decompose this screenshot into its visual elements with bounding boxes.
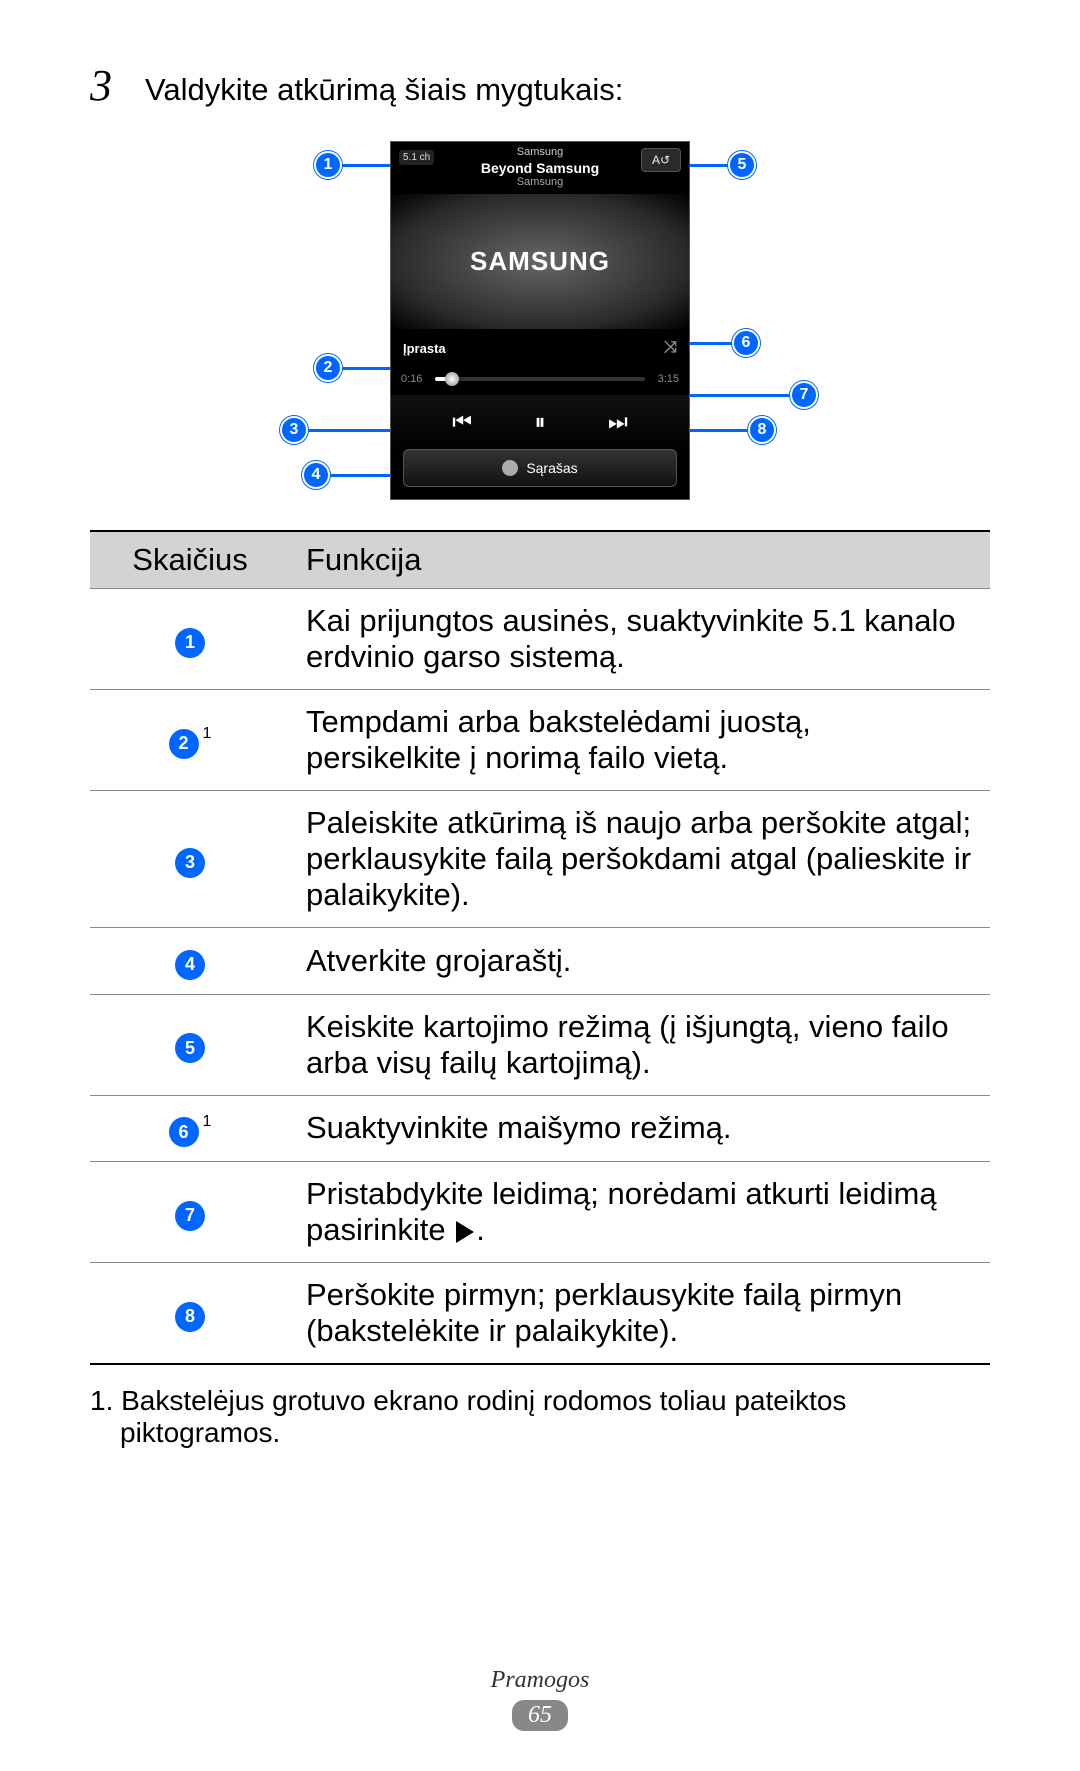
player-header: 5.1 ch Samsung A↺ <box>391 142 689 160</box>
table-row: 8 Peršokite pirmyn; perklausykite failą p… <box>90 1263 990 1365</box>
next-icon[interactable]: ⏭ <box>608 409 628 435</box>
playlist-button[interactable]: Sąrašas <box>403 449 677 487</box>
callout-4: 4 <box>302 461 390 489</box>
footer-page: 65 <box>512 1700 568 1731</box>
surround-badge[interactable]: 5.1 ch <box>399 150 434 165</box>
number-circle: 1 <box>175 628 205 658</box>
callout-circle: 5 <box>728 151 756 179</box>
eq-label[interactable]: Įprasta <box>403 341 446 356</box>
playlist-label: Sąrašas <box>526 460 577 476</box>
row-number-cell: 8 <box>90 1263 290 1365</box>
shuffle-icon[interactable]: ⤨ <box>664 339 677 357</box>
footer-section: Pramogos <box>0 1667 1080 1694</box>
time-elapsed: 0:16 <box>401 373 431 385</box>
artist-top: Samsung <box>517 146 563 158</box>
row-desc-cell: Kai prijungtos ausinės, suaktyvinkite 5.… <box>290 589 990 690</box>
row-number-cell: 7 <box>90 1162 290 1263</box>
playback-controls: ⏮ ⏸ ⏭ <box>391 395 689 449</box>
table-row: 4 Atverkite grojaraštį. <box>90 928 990 995</box>
row-number-cell: 61 <box>90 1095 290 1162</box>
callout-circle: 4 <box>302 461 330 489</box>
row-number-cell: 21 <box>90 690 290 791</box>
step-text: Valdykite atkūrimą šiais mygtukais: <box>145 72 623 108</box>
callout-circle: 2 <box>314 354 342 382</box>
callout-circle: 8 <box>748 416 776 444</box>
callout-7: 7 <box>690 381 818 409</box>
callout-5: 5 <box>690 151 756 179</box>
row-desc-cell: Peršokite pirmyn; perklausykite failą pi… <box>290 1263 990 1365</box>
repeat-button[interactable]: A↺ <box>641 148 681 172</box>
callout-circle: 3 <box>280 416 308 444</box>
table-row: 3 Paleiskite atkūrimą iš naujo arba peršo… <box>90 791 990 928</box>
eq-row: Įprasta ⤨ <box>391 329 689 367</box>
callout-circle: 1 <box>314 151 342 179</box>
number-circle: 7 <box>175 1201 205 1231</box>
callout-circle: 6 <box>732 329 760 357</box>
number-circle: 6 <box>169 1117 199 1147</box>
row-number-cell: 1 <box>90 589 290 690</box>
page-footer: Pramogos 65 <box>0 1667 1080 1731</box>
prev-icon[interactable]: ⏮ <box>452 409 472 435</box>
pause-icon[interactable]: ⏸ <box>534 409 545 435</box>
album-art: SAMSUNG <box>391 194 689 329</box>
footnote-ref: 1 <box>203 725 212 742</box>
table-row: 21Tempdami arba bakstelėdami juostą, per… <box>90 690 990 791</box>
footnote-ref: 1 <box>203 1113 212 1130</box>
row-desc-cell: Tempdami arba bakstelėdami juostą, persi… <box>290 690 990 791</box>
number-circle: 3 <box>175 848 205 878</box>
samsung-logo: SAMSUNG <box>470 246 610 277</box>
time-total: 3:15 <box>649 373 679 385</box>
play-icon <box>456 1221 474 1243</box>
number-circle: 8 <box>175 1302 205 1332</box>
number-circle: 5 <box>175 1033 205 1063</box>
callout-6: 6 <box>690 329 760 357</box>
row-desc-cell: Pristabdykite leidimą; norėdami atkurti … <box>290 1162 990 1263</box>
row-desc-cell: Atverkite grojaraštį. <box>290 928 990 995</box>
row-desc-cell: Keiskite kartojimo režimą (į išjungtą, v… <box>290 994 990 1095</box>
row-number-cell: 4 <box>90 928 290 995</box>
step-number: 3 <box>90 60 145 111</box>
table-row: 61Suaktyvinkite maišymo režimą. <box>90 1095 990 1162</box>
callout-8: 8 <box>690 416 776 444</box>
list-icon <box>502 460 518 476</box>
player-diagram: 1 2 3 4 5 6 78 5.1 ch Samsung A↺ Beyond Samsun… <box>90 141 990 500</box>
row-number-cell: 5 <box>90 994 290 1095</box>
table-header-func: Funkcija <box>290 531 990 589</box>
callout-3: 3 <box>280 416 390 444</box>
footnote: 1. Bakstelėjus grotuvo ekrano rodinį rod… <box>90 1385 990 1449</box>
number-circle: 4 <box>175 950 205 980</box>
number-circle: 2 <box>169 729 199 759</box>
table-row: 1 Kai prijungtos ausinės, suaktyvinkite 5… <box>90 589 990 690</box>
progress-row: 0:16 3:15 <box>391 367 689 395</box>
step-header: 3 Valdykite atkūrimą šiais mygtukais: <box>90 60 990 111</box>
callout-circle: 7 <box>790 381 818 409</box>
table-header-num: Skaičius <box>90 531 290 589</box>
table-row: 7 Pristabdykite leidimą; norėdami atkurti… <box>90 1162 990 1263</box>
artist-bottom: Samsung <box>391 176 689 194</box>
row-number-cell: 3 <box>90 791 290 928</box>
progress-bar[interactable] <box>435 377 645 381</box>
row-desc-cell: Paleiskite atkūrimą iš naujo arba peršok… <box>290 791 990 928</box>
music-player: 5.1 ch Samsung A↺ Beyond Samsung Samsung… <box>390 141 690 500</box>
function-table: Skaičius Funkcija 1 Kai prijungtos ausinė… <box>90 530 990 1365</box>
callout-1: 1 <box>314 151 390 179</box>
callout-2: 2 <box>314 354 390 382</box>
row-desc-cell: Suaktyvinkite maišymo režimą. <box>290 1095 990 1162</box>
table-row: 5 Keiskite kartojimo režimą (į išjungtą, … <box>90 994 990 1095</box>
